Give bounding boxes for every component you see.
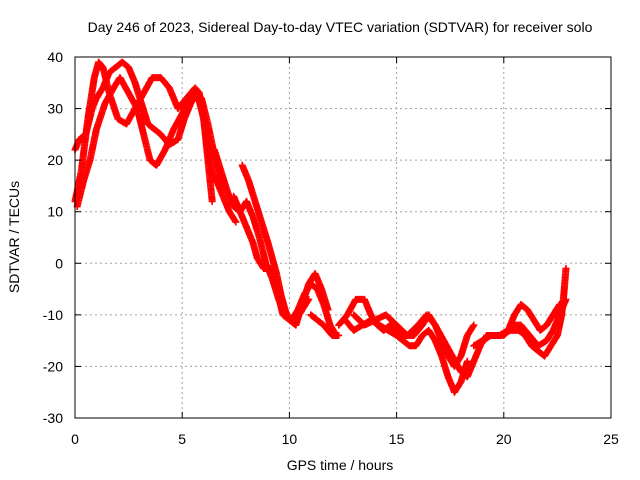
grid-layer [75, 57, 611, 418]
data-point [335, 331, 343, 339]
data-series [307, 311, 343, 339]
trace-marker [231, 217, 239, 225]
data-point [562, 264, 570, 272]
y-axis-title: SDTVAR / TECUs [6, 181, 22, 293]
y-tick-label: -10 [43, 307, 63, 323]
data-point [324, 306, 332, 314]
data-series [350, 311, 497, 381]
y-tick-label: 10 [47, 204, 63, 220]
y-tick-label: 40 [47, 49, 63, 65]
x-tick-label: 10 [282, 431, 298, 447]
data-point [470, 321, 478, 329]
data-layer [71, 58, 570, 396]
data-series [73, 74, 231, 211]
y-tick-label: 0 [55, 255, 63, 271]
x-axis-title: GPS time / hours [287, 457, 394, 473]
data-series [210, 146, 341, 339]
x-tick-label: 25 [603, 431, 619, 447]
data-point [463, 357, 471, 365]
data-point [232, 218, 240, 226]
data-point [208, 197, 216, 205]
trace-marker [469, 322, 477, 330]
x-tick-label: 15 [389, 431, 405, 447]
plot-frame [74, 56, 612, 419]
x-tick-label: 0 [71, 431, 79, 447]
data-point [562, 295, 570, 303]
data-series [230, 192, 313, 324]
x-tick-label: 5 [178, 431, 186, 447]
data-series [71, 58, 216, 205]
x-tick-labels: 0 5 10 15 20 25 [71, 431, 619, 447]
data-series [500, 295, 570, 350]
data-point [305, 295, 313, 303]
y-tick-label: 20 [47, 152, 63, 168]
data-series [470, 301, 564, 350]
trace-marker [304, 297, 312, 305]
tick-layer [74, 56, 612, 419]
y-tick-label: 30 [47, 101, 63, 117]
y-tick-label: -20 [43, 358, 63, 374]
x-tick-label: 20 [496, 431, 512, 447]
chart-title: Day 246 of 2023, Sidereal Day-to-day VTE… [88, 19, 593, 35]
y-tick-label: -30 [43, 410, 63, 426]
y-tick-labels: -30 -20 -10 0 10 20 30 40 [43, 49, 63, 426]
